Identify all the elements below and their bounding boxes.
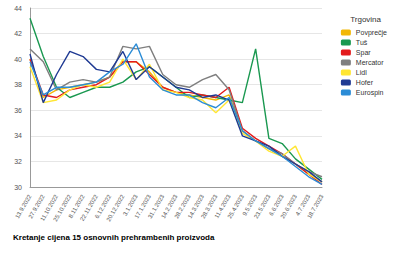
svg-text:Kretanje cijena 15 osnovnih pr: Kretanje cijena 15 osnovnih prehrambenih… [13,233,215,242]
svg-text:3.1.2023: 3.1.2023 [121,193,139,217]
svg-text:8.11.2022: 8.11.2022 [67,193,86,220]
svg-text:23.5.2023: 23.5.2023 [253,193,272,220]
svg-text:6.6.2023: 6.6.2023 [267,193,285,217]
svg-text:20.12.2022: 20.12.2022 [105,193,126,223]
svg-text:Eurospin: Eurospin [356,89,384,97]
svg-text:25.4.2023: 25.4.2023 [226,193,245,220]
svg-text:Trgovina: Trgovina [350,15,381,24]
svg-text:31.1.2023: 31.1.2023 [146,193,166,220]
svg-text:25.10.2022: 25.10.2022 [52,193,73,223]
svg-text:6.12.2022: 6.12.2022 [93,193,113,220]
svg-text:18.7.2023: 18.7.2023 [306,193,325,220]
svg-text:Hofer: Hofer [356,79,374,86]
svg-text:32: 32 [14,158,22,165]
svg-text:Tuš: Tuš [356,39,368,46]
svg-text:28.3.2023: 28.3.2023 [199,193,219,220]
svg-text:36: 36 [14,107,22,114]
svg-text:4.7.2023: 4.7.2023 [294,193,312,217]
svg-text:42: 42 [14,30,22,37]
svg-text:9.5.2023: 9.5.2023 [241,193,259,217]
svg-text:20.6.2023: 20.6.2023 [280,193,299,220]
svg-text:38: 38 [14,81,22,88]
svg-text:17.1.2023: 17.1.2023 [133,193,153,220]
svg-text:13.9.2022: 13.9.2022 [14,193,33,220]
svg-text:22.11.2022: 22.11.2022 [79,193,99,223]
svg-text:34: 34 [14,132,22,139]
svg-text:11.10.2022: 11.10.2022 [39,193,60,223]
svg-text:28.2.2023: 28.2.2023 [173,193,192,220]
svg-text:40: 40 [14,56,22,63]
svg-text:30: 30 [14,184,22,191]
svg-text:14.2.2023: 14.2.2023 [160,193,179,220]
svg-text:27.9.2022: 27.9.2022 [27,193,46,220]
svg-text:14.3.2023: 14.3.2023 [186,193,206,220]
svg-text:Mercator: Mercator [356,59,384,66]
svg-text:11.4.2023: 11.4.2023 [213,193,232,220]
svg-text:Spar: Spar [356,49,371,57]
svg-text:Lidl: Lidl [356,69,367,76]
svg-text:44: 44 [14,5,22,12]
svg-text:Povprečje: Povprečje [356,29,387,37]
